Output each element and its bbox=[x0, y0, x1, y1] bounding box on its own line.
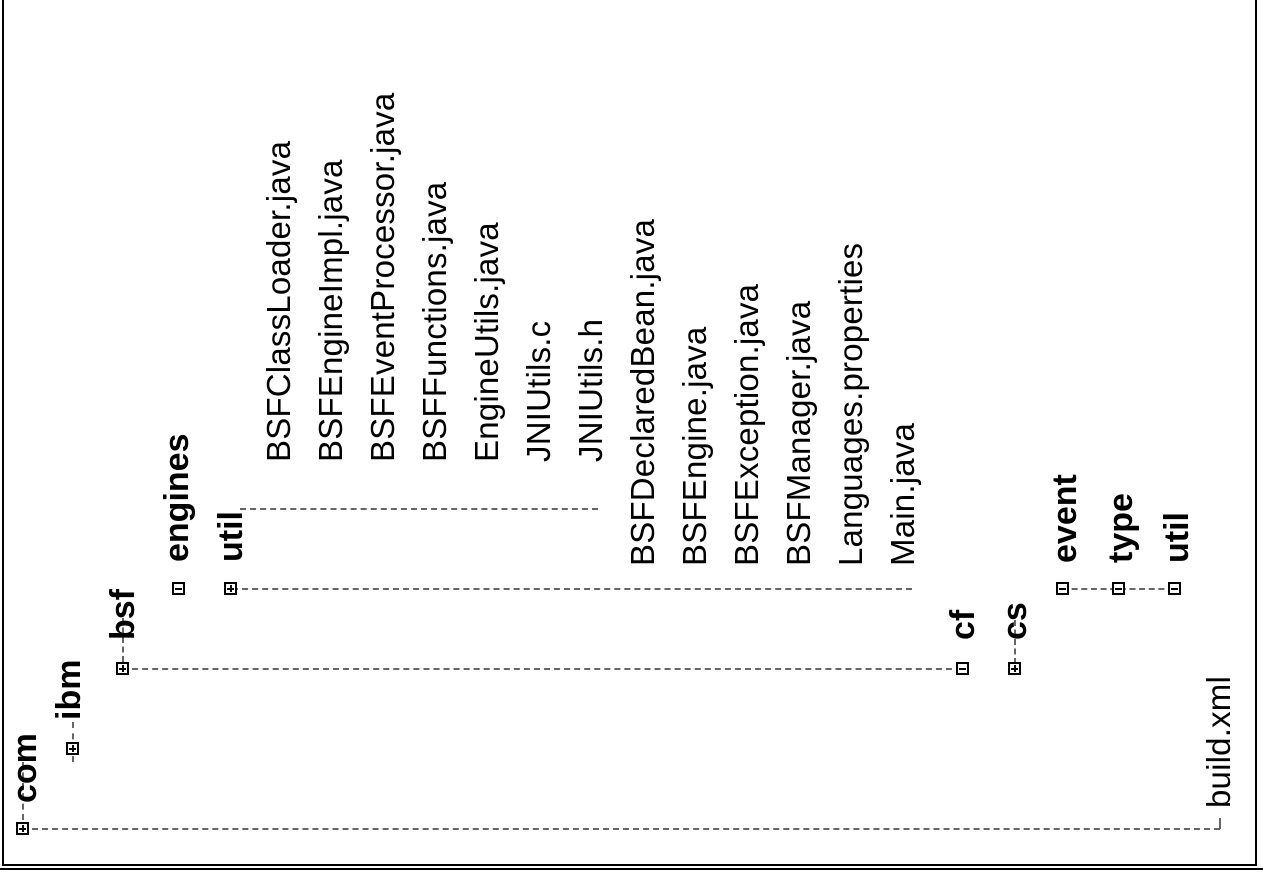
tree-leaf-file[interactable]: JNIUtils.c bbox=[520, 320, 557, 462]
tree-node-engines[interactable]: engines bbox=[158, 433, 196, 562]
tree-connector bbox=[1014, 620, 1016, 664]
tree-leaf-file[interactable]: BSFClassLoader.java bbox=[260, 140, 297, 462]
tree-node-bsf[interactable]: bsf bbox=[104, 589, 142, 640]
tree-connector bbox=[22, 828, 1220, 830]
tree-connector bbox=[240, 508, 598, 510]
expand-bsf-icon[interactable] bbox=[116, 662, 129, 675]
tree-connector bbox=[22, 762, 24, 820]
tree-connector bbox=[1219, 818, 1221, 829]
expand-cs-icon[interactable] bbox=[1008, 662, 1021, 675]
tree-node-cs[interactable]: cs bbox=[996, 602, 1034, 640]
collapse-type-icon[interactable] bbox=[1112, 582, 1125, 595]
tree-node-event[interactable]: event bbox=[1046, 474, 1084, 563]
tree-connector bbox=[232, 588, 912, 590]
tree-node-util[interactable]: util bbox=[1158, 512, 1196, 563]
tree-node-ibm[interactable]: ibm bbox=[50, 659, 88, 720]
tree-leaf-file[interactable]: BSFException.java bbox=[728, 283, 765, 566]
tree-leaf-file[interactable]: BSFFunctions.java bbox=[416, 181, 453, 462]
tree-leaf-file[interactable]: BSFEngine.java bbox=[676, 326, 713, 566]
tree-node-cf[interactable]: cf bbox=[944, 609, 982, 640]
tree-node-util[interactable]: util bbox=[212, 511, 250, 562]
collapse-util-icon[interactable] bbox=[1168, 582, 1181, 595]
tree-node-com[interactable]: com bbox=[6, 733, 44, 803]
tree-leaf-file[interactable]: BSFEngineImpl.java bbox=[312, 159, 349, 462]
tree-leaf-file[interactable]: EngineUtils.java bbox=[468, 222, 505, 462]
tree-leaf-file[interactable]: BSFDeclaredBean.java bbox=[624, 218, 661, 566]
tree-leaf-file[interactable]: build.xml bbox=[1200, 675, 1237, 808]
tree-connector bbox=[122, 668, 962, 670]
collapse-event-icon[interactable] bbox=[1056, 582, 1069, 595]
collapse-cf-icon[interactable] bbox=[956, 662, 969, 675]
tree-leaf-file[interactable]: BSFManager.java bbox=[780, 300, 817, 566]
collapse-engines-icon[interactable] bbox=[172, 582, 185, 595]
tree-node-type[interactable]: type bbox=[1102, 493, 1140, 563]
tree-leaf-file[interactable]: JNIUtils.h bbox=[572, 318, 609, 462]
tree-connector bbox=[122, 618, 124, 662]
tree-leaf-file[interactable]: Languages.properties bbox=[832, 242, 869, 566]
tree-leaf-file[interactable]: BSFEventProcessor.java bbox=[364, 92, 401, 462]
horizontal-scrollbar[interactable] bbox=[0, 868, 1263, 876]
expand-util-icon[interactable] bbox=[224, 582, 237, 595]
expand-com-icon[interactable] bbox=[16, 822, 29, 835]
tree-leaf-file[interactable]: Main.java bbox=[884, 422, 921, 566]
expand-ibm-icon[interactable] bbox=[66, 742, 79, 755]
